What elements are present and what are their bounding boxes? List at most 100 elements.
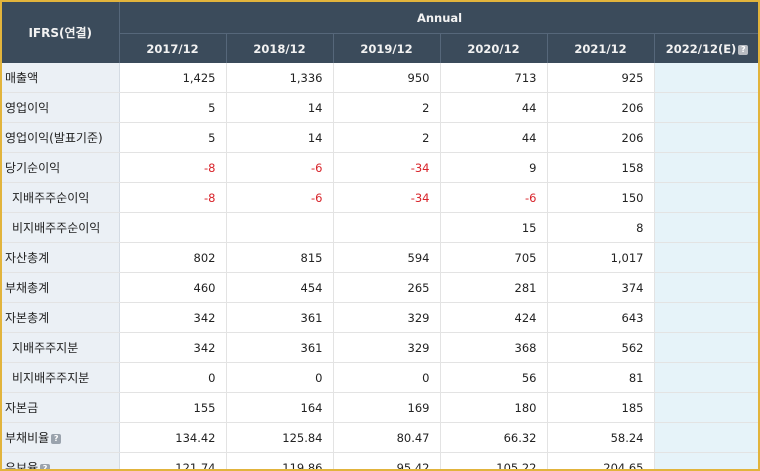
table-cell: 424 (440, 302, 548, 333)
table-cell: 125.84 (226, 422, 334, 453)
row-label: 부채비율? (2, 422, 120, 453)
row-label: 자본금 (2, 392, 120, 423)
table-cell: 80.47 (333, 422, 441, 453)
row-label-text: 지배주주순이익 (12, 191, 90, 205)
row-label-text: 매출액 (5, 71, 39, 85)
table-cell: 705 (440, 242, 548, 273)
table-cell: 460 (119, 272, 227, 303)
table-cell (654, 422, 758, 453)
table-cell: 342 (119, 332, 227, 363)
row-label: 자본총계 (2, 302, 120, 333)
table-cell: 44 (440, 92, 548, 123)
table-cell: 185 (547, 392, 655, 423)
table-cell: 81 (547, 362, 655, 393)
table-cell: 150 (547, 182, 655, 213)
table-cell: 206 (547, 92, 655, 123)
table-row: 지배주주순이익 -8 -6 -34 -6 150 (2, 182, 758, 213)
table-cell: 0 (226, 362, 334, 393)
row-label: 당기순이익 (2, 152, 120, 183)
table-cell: 368 (440, 332, 548, 363)
table-cell: 1,017 (547, 242, 655, 273)
table-cell: 66.32 (440, 422, 548, 453)
table-row: 자본총계 342 361 329 424 643 (2, 302, 758, 333)
table-cell: 950 (333, 63, 441, 93)
table-cell: 361 (226, 302, 334, 333)
row-label: 자산총계 (2, 242, 120, 273)
row-label: 매출액 (2, 63, 120, 93)
table-cell: 374 (547, 272, 655, 303)
table-row: 비지배주주지분 0 0 0 56 81 (2, 362, 758, 393)
help-icon[interactable]: ? (40, 464, 51, 469)
table-cell: 1,336 (226, 63, 334, 93)
row-label-text: 자본총계 (5, 311, 50, 325)
column-header-2022e-label: 2022/12(E) (665, 41, 737, 56)
row-label-text: 비지배주주지분 (12, 371, 90, 385)
row-label-text: 지배주주지분 (12, 341, 79, 355)
table-row: 자산총계 802 815 594 705 1,017 (2, 242, 758, 273)
row-label-text: 부채총계 (5, 281, 50, 295)
row-label-text: 자산총계 (5, 251, 50, 265)
row-label: 영업이익(발표기준) (2, 122, 120, 153)
table-cell: -6 (440, 182, 548, 213)
row-label: 유보율? (2, 452, 120, 469)
row-label: 영업이익 (2, 92, 120, 123)
table-cell: 594 (333, 242, 441, 273)
table-cell: -8 (119, 152, 227, 183)
row-label-text: 비지배주주순이익 (12, 221, 101, 235)
table-cell (654, 362, 758, 393)
table-cell: 58.24 (547, 422, 655, 453)
row-label: 비지배주주순이익 (2, 212, 120, 243)
table-cell: 2 (333, 122, 441, 153)
table-cell: 643 (547, 302, 655, 333)
table-row: 영업이익(발표기준) 5 14 2 44 206 (2, 122, 758, 153)
table-cell (654, 332, 758, 363)
table-cell: 121.74 (119, 452, 227, 469)
table-cell (654, 272, 758, 303)
table-cell: 5 (119, 122, 227, 153)
table-cell: 713 (440, 63, 548, 93)
table-cell: 329 (333, 332, 441, 363)
table-cell: 56 (440, 362, 548, 393)
help-icon[interactable]: ? (738, 44, 749, 55)
table-cell (654, 242, 758, 273)
row-label-text: 자본금 (5, 401, 39, 415)
table-cell: 155 (119, 392, 227, 423)
table-cell (654, 452, 758, 469)
table-cell: -8 (119, 182, 227, 213)
table-cell: 2 (333, 92, 441, 123)
table-cell: 454 (226, 272, 334, 303)
table-cell: 164 (226, 392, 334, 423)
column-header-2019: 2019/12 (333, 33, 441, 63)
table-row: 비지배주주순이익 15 8 (2, 212, 758, 243)
table-cell (226, 212, 334, 243)
row-label-text: 당기순이익 (5, 161, 61, 175)
table-cell: -34 (333, 182, 441, 213)
table-cell (654, 392, 758, 423)
table-cell: 0 (119, 362, 227, 393)
table-cell: 8 (547, 212, 655, 243)
table-cell: 329 (333, 302, 441, 333)
table-cell: 9 (440, 152, 548, 183)
table-cell: 180 (440, 392, 548, 423)
table-cell: 204.65 (547, 452, 655, 469)
table-cell: -6 (226, 152, 334, 183)
table-cell: 44 (440, 122, 548, 153)
help-icon[interactable]: ? (51, 434, 62, 444)
table-cell: 14 (226, 92, 334, 123)
table-cell: 265 (333, 272, 441, 303)
table-row: 지배주주지분 342 361 329 368 562 (2, 332, 758, 363)
table-cell (654, 302, 758, 333)
column-header-2020: 2020/12 (440, 33, 548, 63)
table-row: 당기순이익 -8 -6 -34 9 158 (2, 152, 758, 183)
table-cell: 158 (547, 152, 655, 183)
table-row: 부채총계 460 454 265 281 374 (2, 272, 758, 303)
table-cell (119, 212, 227, 243)
table-cell (654, 92, 758, 123)
table-cell (654, 152, 758, 183)
table-cell: 14 (226, 122, 334, 153)
table-cell: 281 (440, 272, 548, 303)
row-label: 비지배주주지분 (2, 362, 120, 393)
table-cell: 815 (226, 242, 334, 273)
